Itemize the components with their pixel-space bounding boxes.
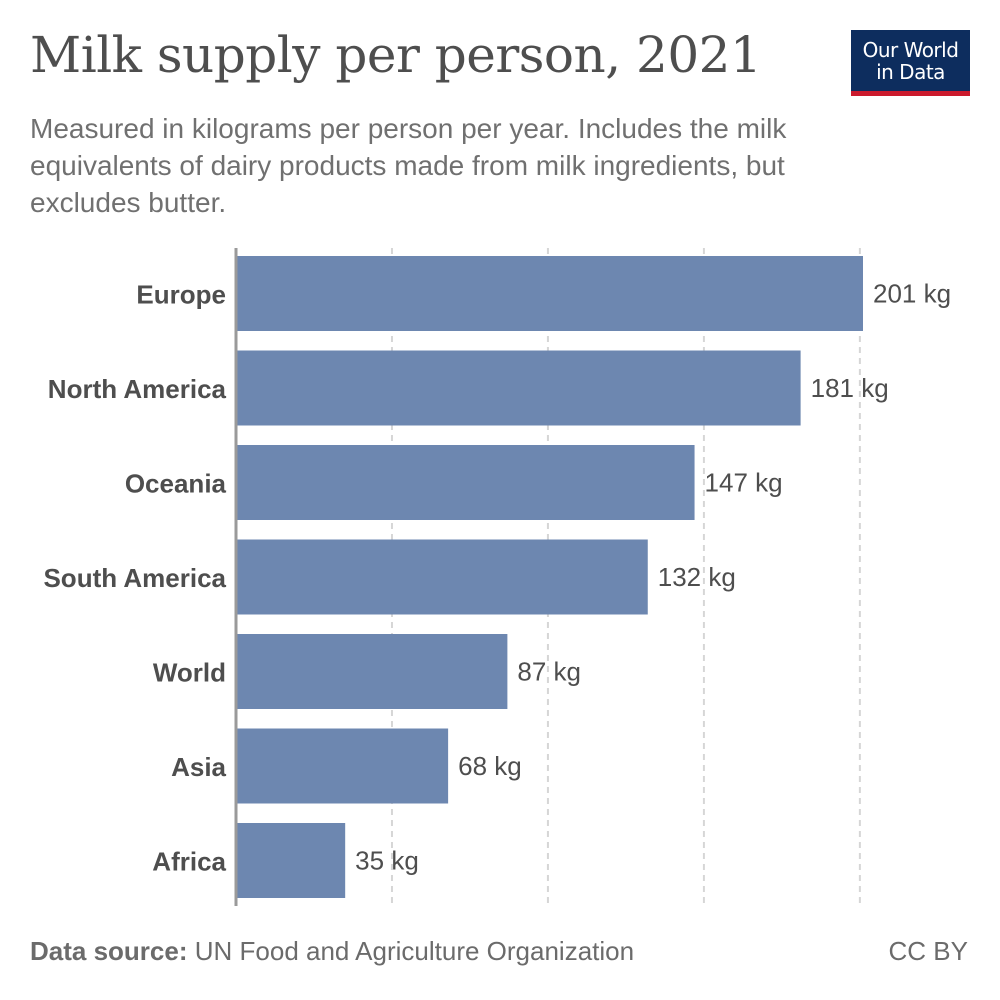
- chart-title: Milk supply per person, 2021: [30, 26, 762, 84]
- data-source-text: UN Food and Agriculture Organization: [194, 936, 635, 966]
- category-label: North America: [48, 374, 227, 404]
- value-label: 132 kg: [658, 562, 736, 592]
- value-label: 87 kg: [517, 657, 581, 687]
- category-label: Europe: [136, 280, 226, 310]
- owid-logo-text: Our World in Data: [862, 37, 959, 84]
- category-label: South America: [43, 563, 226, 593]
- value-label: 201 kg: [873, 279, 951, 309]
- value-label: 147 kg: [705, 468, 783, 498]
- data-source: Data source: UN Food and Agriculture Org…: [30, 936, 634, 967]
- license-label[interactable]: CC BY: [888, 936, 968, 966]
- bar: [236, 823, 346, 898]
- bar: [236, 728, 449, 804]
- chart-subtitle: Measured in kilograms per person per yea…: [30, 113, 787, 218]
- category-label: Africa: [152, 847, 226, 877]
- owid-logo[interactable]: Our World in Data: [851, 30, 970, 96]
- category-label: World: [153, 658, 226, 688]
- category-label: Oceania: [125, 469, 227, 499]
- bar: [236, 256, 863, 331]
- bar: [236, 634, 508, 709]
- value-label: 68 kg: [458, 751, 522, 781]
- bar: [236, 350, 801, 426]
- bar: [236, 445, 695, 520]
- bar: [236, 539, 648, 615]
- category-label: Asia: [171, 752, 226, 782]
- value-label: 35 kg: [355, 846, 419, 876]
- data-source-label: Data source:: [30, 936, 188, 966]
- value-label: 181 kg: [811, 373, 889, 403]
